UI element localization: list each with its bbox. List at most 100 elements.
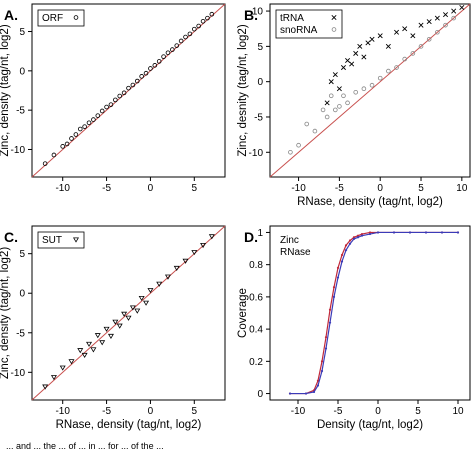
series-orf bbox=[42, 11, 215, 166]
data-point bbox=[324, 114, 330, 120]
data-point bbox=[147, 288, 154, 294]
data-point bbox=[86, 120, 92, 126]
y-tick-label: 0 bbox=[19, 289, 25, 300]
data-point bbox=[377, 75, 383, 81]
legend-label: tRNA bbox=[280, 13, 304, 24]
data-point bbox=[332, 72, 338, 78]
data-point bbox=[324, 100, 330, 106]
plot-frame bbox=[31, 3, 226, 178]
data-point bbox=[333, 107, 338, 113]
data-point bbox=[361, 86, 367, 92]
y-axis-label: Zinc, density (tag/nt, log2) bbox=[0, 247, 11, 379]
panel-label: D. bbox=[244, 229, 258, 245]
data-point bbox=[108, 102, 114, 107]
data-point bbox=[328, 93, 334, 99]
x-tick-label: -5 bbox=[102, 406, 111, 417]
x-tick-label: 0 bbox=[377, 183, 383, 194]
data-point bbox=[435, 29, 440, 35]
data-point bbox=[296, 142, 301, 148]
data-point bbox=[139, 74, 144, 79]
data-point bbox=[86, 341, 93, 347]
data-point bbox=[386, 68, 391, 74]
data-point bbox=[345, 100, 350, 106]
x-tick-label: -10 bbox=[291, 183, 306, 194]
data-point bbox=[187, 31, 193, 37]
data-point bbox=[200, 18, 206, 24]
data-point bbox=[200, 242, 207, 249]
data-point bbox=[68, 359, 75, 365]
data-point bbox=[99, 108, 105, 114]
caption-fragment: ... and ... the ... of ... in ... for ..… bbox=[0, 440, 474, 450]
data-point bbox=[328, 79, 334, 85]
y-tick-label: 0.8 bbox=[249, 260, 263, 271]
y-tick-label: -5 bbox=[16, 106, 25, 117]
data-point bbox=[369, 36, 375, 42]
y-tick-label: 5 bbox=[19, 27, 25, 38]
data-point bbox=[402, 56, 407, 62]
data-point bbox=[345, 57, 351, 64]
plot-frame bbox=[31, 225, 226, 401]
data-point bbox=[337, 104, 342, 109]
data-point bbox=[191, 250, 198, 256]
data-point bbox=[418, 22, 424, 28]
data-point bbox=[451, 15, 456, 21]
panel-c: -10 -5 0 5 -10 -5 0 5 RNase, density (tag/nt, lo… bbox=[0, 225, 226, 431]
data-point bbox=[353, 89, 359, 95]
data-point bbox=[418, 44, 424, 49]
data-point bbox=[208, 234, 215, 240]
data-point bbox=[426, 19, 432, 25]
x-tick-label: -10 bbox=[55, 183, 70, 194]
data-point bbox=[59, 365, 66, 371]
data-point bbox=[64, 141, 70, 147]
data-point bbox=[94, 333, 101, 339]
plot-frame bbox=[269, 3, 471, 178]
identity-line bbox=[269, 3, 471, 178]
data-point bbox=[288, 149, 293, 155]
data-point bbox=[312, 128, 318, 134]
identity-line bbox=[31, 3, 226, 178]
series-sut bbox=[42, 234, 215, 390]
legend-marker bbox=[331, 27, 337, 32]
data-point bbox=[95, 113, 101, 118]
panel-d: -10 -5 0 5 10 0 0.2 0.4 0.6 0.8 1 Density (tag/nt, … bbox=[237, 225, 471, 431]
legend-box bbox=[275, 9, 343, 39]
x-axis-label: RNase, density (tag/nt, log2) bbox=[56, 419, 202, 431]
data-point bbox=[50, 375, 57, 381]
y-tick-label: 0.4 bbox=[249, 325, 263, 336]
data-point bbox=[82, 124, 87, 129]
data-point bbox=[183, 34, 188, 40]
data-point bbox=[134, 78, 140, 84]
x-tick-label: 5 bbox=[415, 406, 421, 417]
y-tick-label: 0 bbox=[257, 389, 263, 400]
data-point bbox=[336, 86, 342, 92]
data-point bbox=[320, 107, 326, 113]
y-tick-label: 10 bbox=[252, 7, 264, 18]
data-point bbox=[51, 152, 57, 158]
y-tick-label: -5 bbox=[254, 112, 263, 123]
data-point bbox=[191, 26, 197, 32]
data-point bbox=[196, 23, 201, 29]
data-point bbox=[205, 15, 210, 21]
data-point bbox=[91, 117, 96, 122]
y-axis-label: Zinc, density (tag/nt, log2) bbox=[0, 24, 11, 156]
panel-label: B. bbox=[244, 7, 258, 23]
data-point bbox=[170, 47, 175, 52]
x-tick-label: -10 bbox=[55, 406, 70, 417]
data-point bbox=[90, 347, 97, 353]
data-point bbox=[377, 33, 383, 39]
data-point bbox=[156, 281, 163, 287]
data-point bbox=[121, 90, 127, 96]
data-point bbox=[410, 51, 416, 56]
data-point bbox=[69, 136, 74, 141]
legend-label: RNase bbox=[280, 247, 311, 258]
x-tick-label: -5 bbox=[335, 183, 344, 194]
data-point bbox=[402, 26, 408, 32]
legend-label: Zinc bbox=[280, 235, 299, 246]
data-point bbox=[410, 33, 416, 39]
series-trna bbox=[324, 5, 465, 106]
data-point bbox=[164, 274, 171, 280]
data-point bbox=[304, 121, 310, 127]
